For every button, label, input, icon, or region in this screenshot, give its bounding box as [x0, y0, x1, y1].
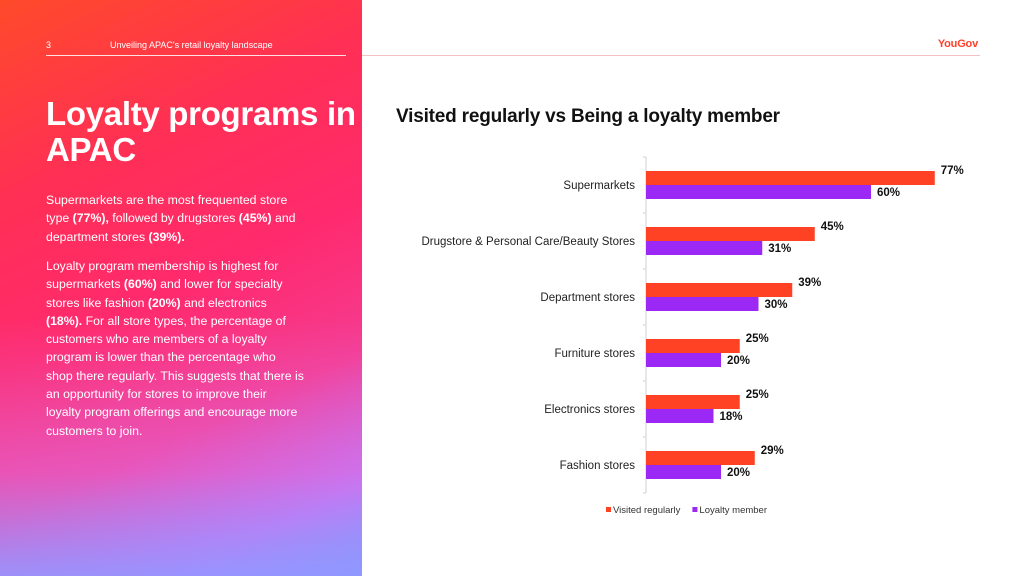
- page-title: Loyalty programs in APAC: [46, 95, 356, 168]
- data-label: 45%: [821, 221, 844, 233]
- data-label: 25%: [746, 333, 769, 345]
- bar-visited: [646, 451, 755, 465]
- bar-chart: Supermarkets 77% 60% Drugstore & Personal C…: [422, 156, 964, 516]
- category-label: Supermarkets: [563, 180, 635, 192]
- bar-loyalty: [646, 241, 763, 255]
- data-label: 30%: [765, 299, 788, 311]
- data-label: 20%: [727, 467, 750, 479]
- category-label: Fashion stores: [560, 460, 636, 472]
- category-label: Department stores: [540, 292, 635, 304]
- legend-swatch: [692, 507, 698, 512]
- data-label: 20%: [727, 355, 750, 367]
- summary-paragraph-2: Loyalty program membership is highest fo…: [46, 259, 304, 438]
- bar-loyalty: [646, 185, 871, 199]
- data-label: 39%: [798, 277, 821, 289]
- bar-loyalty: [646, 409, 714, 423]
- page-number: 3: [46, 40, 52, 50]
- data-label: 77%: [941, 165, 964, 177]
- bar-visited: [646, 171, 935, 185]
- data-label: 25%: [746, 389, 769, 401]
- data-label: 18%: [720, 411, 743, 423]
- chart-title: Visited regularly vs Being a loyalty mem…: [396, 106, 780, 127]
- legend-label: Loyalty member: [699, 505, 767, 516]
- yougov-logo: YouGov: [937, 38, 978, 50]
- bar-loyalty: [646, 465, 721, 479]
- left-panel: 3 Unveiling APAC's retail loyalty landsc…: [0, 0, 362, 576]
- legend-swatch: [606, 507, 611, 512]
- bar-loyalty: [646, 297, 759, 311]
- report-title: Unveiling APAC's retail loyalty landscap…: [110, 40, 273, 50]
- bar-visited: [646, 283, 793, 297]
- summary-paragraph-1: Supermarkets are the most frequented sto…: [46, 193, 296, 244]
- category-label: Furniture stores: [554, 348, 635, 360]
- data-label: 29%: [761, 445, 784, 457]
- category-label: Drugstore & Personal Care/Beauty Stores: [422, 236, 636, 248]
- bar-visited: [646, 395, 740, 409]
- bar-loyalty: [646, 353, 721, 367]
- header-divider-right: [362, 55, 980, 56]
- data-label: 60%: [877, 187, 900, 199]
- bar-visited: [646, 339, 740, 353]
- legend-label: Visited regularly: [613, 505, 681, 516]
- bar-visited: [646, 227, 815, 241]
- data-label: 31%: [768, 243, 791, 255]
- category-label: Electronics stores: [544, 404, 635, 416]
- header-divider: [46, 55, 346, 56]
